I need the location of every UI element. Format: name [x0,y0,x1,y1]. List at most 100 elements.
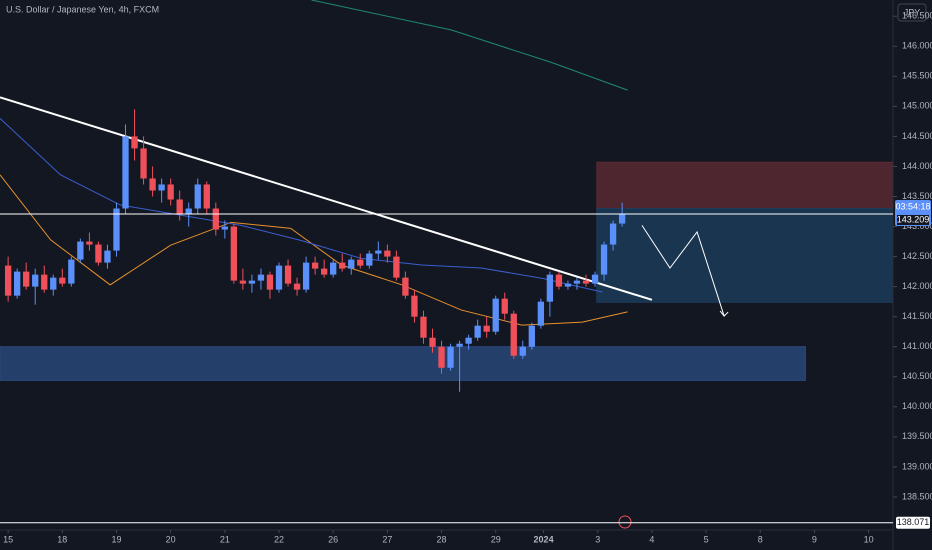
y-tick-label: 145.000 [902,101,932,111]
candle-body [492,298,499,332]
candle-body [41,274,48,290]
candle-body [13,271,21,296]
y-tick-label: 142.000 [902,281,932,291]
currency-button[interactable] [897,3,927,22]
candle-body [573,280,581,284]
currency-label[interactable]: JPY [904,7,921,17]
overlay-line [641,225,725,317]
candle-body [203,184,210,209]
low-label: 138.071 [897,517,930,527]
candle-body [582,280,590,284]
y-tick-label: 144.500 [902,131,932,141]
overlay-line [311,0,628,91]
candle-body [275,265,283,290]
candle-body [555,274,563,287]
candle-body [375,250,382,254]
candle-body [230,226,238,281]
candle-body [438,346,445,368]
candle-body [483,325,490,332]
candle-body [185,208,192,215]
candle-body [600,244,608,275]
candle-body [537,301,545,326]
y-tick-label: 140.500 [902,371,932,381]
candle-body [528,325,535,347]
candle-body [113,208,120,251]
candle-body [176,199,183,215]
candle-body [320,268,328,275]
y-tick-label: 138.500 [902,491,932,501]
candle-body [239,280,247,284]
x-tick-label: 5 [704,534,709,544]
x-tick-label: 19 [111,534,121,544]
countdown: 03:54:18 [895,201,930,211]
overlay-line [0,96,653,301]
y-tick-label: 144.000 [902,161,932,171]
candle-body [86,241,93,245]
candle-body [384,250,391,257]
x-tick-label: 28 [437,534,447,544]
candle-body [59,277,66,284]
candle-body [402,277,409,296]
candle-body [131,136,138,149]
candle-body [330,262,337,275]
y-tick-label: 146.000 [902,41,932,51]
candle-body [564,283,572,287]
x-tick-label: 15 [3,534,13,544]
zone [0,346,806,381]
candle-body [257,274,265,281]
x-tick-label: 29 [491,534,501,544]
x-tick-label: 18 [57,534,67,544]
event-icon[interactable] [618,515,632,529]
candle-body [411,295,418,317]
candle-body [4,265,12,296]
candle-body [140,148,147,179]
candle-body [618,213,626,224]
candle-body [149,178,156,191]
candle-body [167,184,174,200]
y-tick-label: 139.000 [902,461,932,471]
x-tick-label: 10 [864,534,874,544]
low-badge [896,516,930,529]
candle-body [50,277,57,290]
candle-body [95,244,102,263]
y-tick-label: 139.500 [902,431,932,441]
y-tick-label: 141.000 [902,341,932,351]
y-tick-label: 146.500 [902,11,932,21]
zone [596,208,894,303]
price-label-bg [897,214,929,225]
candle-body [293,283,301,290]
candle-body [501,298,508,314]
x-tick-label: 2024 [534,534,554,544]
candle-body [104,250,111,263]
candle-body [429,337,436,347]
y-tick-label: 142.500 [902,251,932,261]
candle-body [23,271,30,287]
candle-body [465,337,472,344]
arrow-head [719,310,729,317]
y-tick-label: 140.000 [902,401,932,411]
candle-body [357,259,364,266]
y-tick-label: 141.500 [902,311,932,321]
candle-body [311,262,319,269]
candle-body [510,313,517,356]
x-tick-label: 20 [166,534,176,544]
chart-title: U.S. Dollar / Japanese Yen, 4h, FXCM [6,4,159,14]
candle-body [194,184,201,209]
candle-body [519,346,526,356]
candle-body [248,280,256,284]
x-tick-label: 9 [812,534,817,544]
x-tick-label: 3 [595,534,600,544]
candle-body [32,274,39,287]
candle-body [546,274,554,302]
candle-body [447,346,454,368]
candle-body [68,259,75,284]
candle-body [221,226,228,230]
candle-body [158,184,165,191]
plot-area [0,0,894,392]
candle-body [212,208,219,230]
candle-body [393,256,400,278]
candle-body [284,265,292,284]
candle-body [302,262,310,290]
candle-body [366,253,373,266]
